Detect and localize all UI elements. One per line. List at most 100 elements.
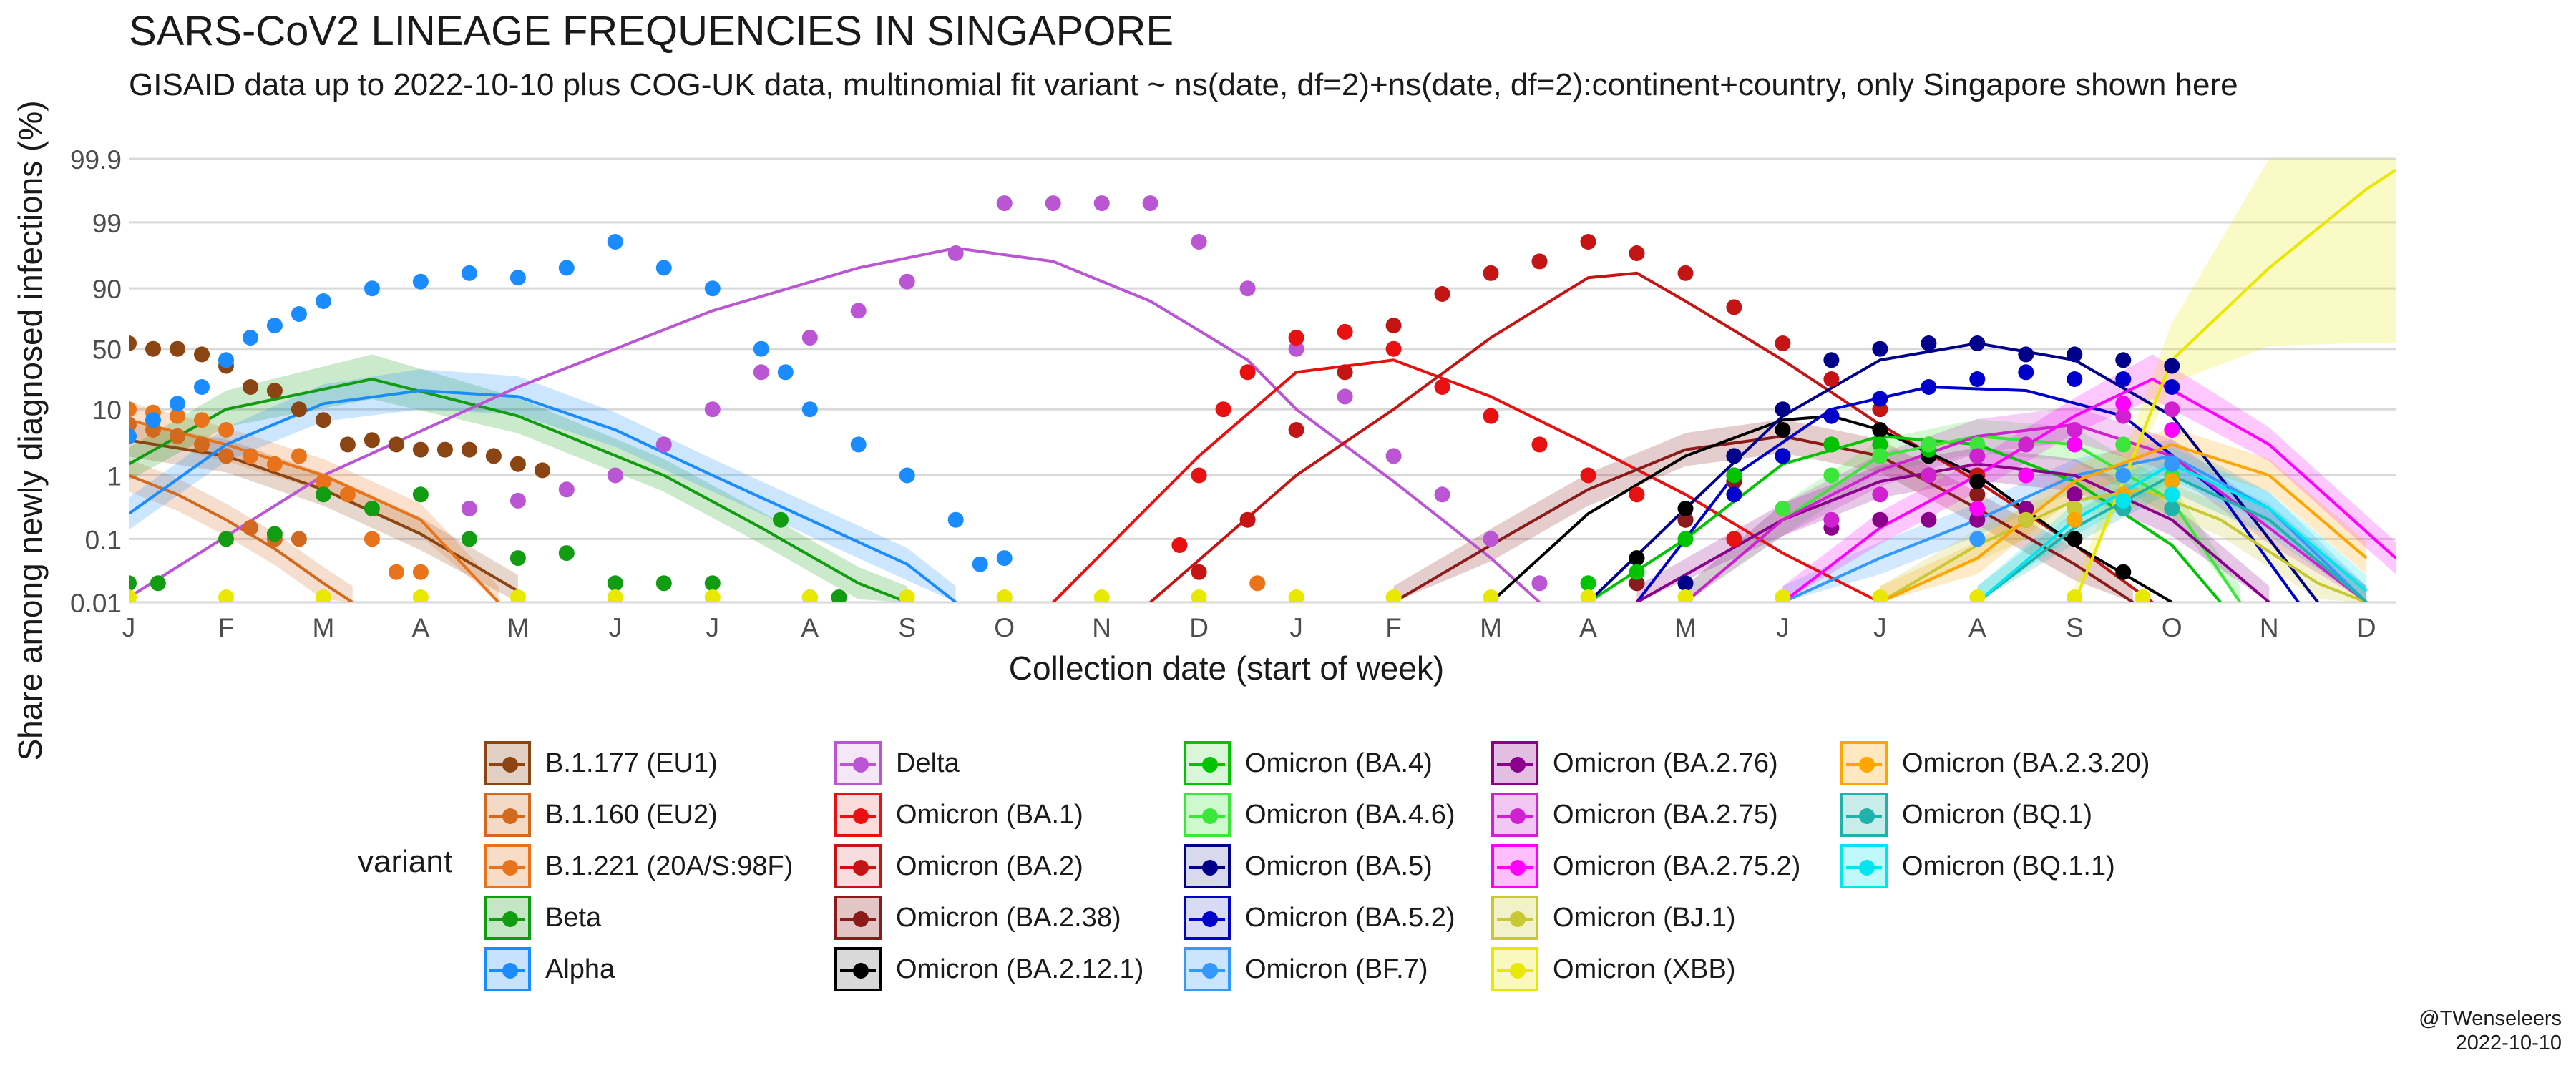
legend-title: variant	[358, 844, 453, 879]
data-point	[655, 575, 672, 592]
credit: @TWenseleers 2022-10-10	[2419, 1006, 2562, 1055]
legend-label: Omicron (BA.4)	[1245, 748, 1433, 778]
legend-key-dot	[502, 808, 518, 824]
x-tick-label: J	[122, 613, 136, 642]
x-tick-label: J	[1776, 613, 1790, 642]
data-point	[1191, 589, 1207, 602]
legend-key	[484, 896, 531, 940]
data-point	[1288, 340, 1304, 357]
data-point	[243, 379, 258, 395]
legend-key	[1184, 741, 1231, 785]
data-point	[129, 575, 137, 592]
data-point	[1823, 371, 1840, 387]
data-point	[461, 441, 477, 458]
x-tick-label: J	[609, 613, 623, 642]
legend-item: Omicron (BF.7)	[1184, 947, 1428, 991]
data-point	[850, 436, 867, 453]
data-point	[1872, 436, 1888, 453]
x-tick-label: N	[2260, 613, 2279, 642]
y-tick-label: 0.1	[85, 525, 122, 554]
data-point	[1969, 589, 1986, 602]
data-point	[753, 340, 769, 357]
data-point	[2018, 436, 2034, 453]
legend-key-dot	[853, 860, 869, 876]
legend-key-dot	[1510, 963, 1526, 979]
data-point	[1921, 511, 1937, 528]
legend-key-dot	[502, 963, 518, 979]
legend-label: Omicron (BA.4.6)	[1245, 799, 1455, 830]
fit-line	[129, 388, 957, 602]
legend-label: Omicron (BA.2.3.20)	[1902, 748, 2150, 778]
legend-label: B.1.160 (EU2)	[545, 799, 718, 830]
legend-key	[1840, 844, 1888, 888]
legend-item: B.1.177 (EU1)	[484, 741, 718, 785]
data-point	[2067, 589, 2083, 602]
legend-label: Omicron (BJ.1)	[1553, 902, 1736, 933]
data-point	[129, 335, 137, 351]
confidence-band	[129, 369, 956, 602]
data-point	[266, 526, 283, 542]
data-point	[1726, 486, 1742, 503]
data-point	[2018, 364, 2034, 381]
data-point	[1775, 401, 1791, 418]
data-point	[315, 486, 331, 503]
data-point	[2067, 486, 2083, 503]
data-point	[2067, 436, 2083, 453]
y-tick-label: 10	[92, 396, 122, 425]
legend-key	[834, 844, 882, 888]
legend-key-dot	[1510, 757, 1526, 773]
confidence-band	[1685, 419, 2240, 602]
data-point	[1171, 537, 1188, 553]
data-point	[1969, 531, 1986, 547]
data-point	[773, 511, 789, 528]
data-point	[461, 501, 477, 516]
legend-key	[1840, 741, 1888, 785]
x-tick-label: A	[1579, 613, 1597, 642]
legend-item: Omicron (BA.5.2)	[1184, 896, 1455, 940]
confidence-band	[129, 354, 907, 602]
legend-key-dot	[1510, 911, 1526, 927]
data-point	[899, 467, 915, 484]
data-point	[1969, 371, 1986, 387]
data-point	[436, 441, 453, 458]
legend-key	[484, 844, 531, 888]
y-tick-label: 99	[92, 209, 122, 238]
data-point	[291, 531, 307, 547]
data-point	[2115, 396, 2132, 412]
data-point	[1872, 340, 1888, 357]
data-point	[1483, 589, 1499, 602]
data-point	[850, 303, 867, 319]
data-point	[1191, 467, 1207, 484]
data-point	[558, 545, 575, 562]
data-point	[1823, 408, 1840, 424]
legend-key	[484, 793, 531, 837]
data-point	[509, 550, 526, 567]
legend-key	[484, 741, 531, 785]
legend-key	[1491, 947, 1538, 991]
data-point	[1775, 589, 1791, 602]
legend-item: Omicron (BA.4)	[1184, 741, 1433, 785]
data-point	[1775, 422, 1791, 438]
data-point	[1434, 486, 1450, 503]
data-point	[1288, 330, 1304, 346]
fit-line	[2073, 168, 2396, 602]
credit-author: @TWenseleers	[2419, 1007, 2562, 1030]
data-point	[1969, 501, 1986, 516]
data-point	[1288, 422, 1304, 438]
data-point	[704, 589, 721, 602]
legend-key	[1184, 793, 1231, 837]
data-point	[996, 195, 1013, 212]
data-point	[1191, 234, 1207, 250]
data-point	[1580, 467, 1596, 484]
data-point	[485, 448, 502, 464]
y-tick-label: 90	[92, 275, 122, 304]
y-tick-label: 50	[92, 335, 122, 365]
data-point	[1677, 265, 1694, 281]
data-point	[801, 330, 818, 346]
x-tick-label: M	[507, 613, 529, 642]
data-point	[170, 396, 185, 412]
data-point	[777, 364, 794, 381]
legend-key	[1184, 844, 1231, 888]
legend-key-dot	[1202, 963, 1218, 979]
legend-item: B.1.160 (EU2)	[484, 793, 718, 837]
